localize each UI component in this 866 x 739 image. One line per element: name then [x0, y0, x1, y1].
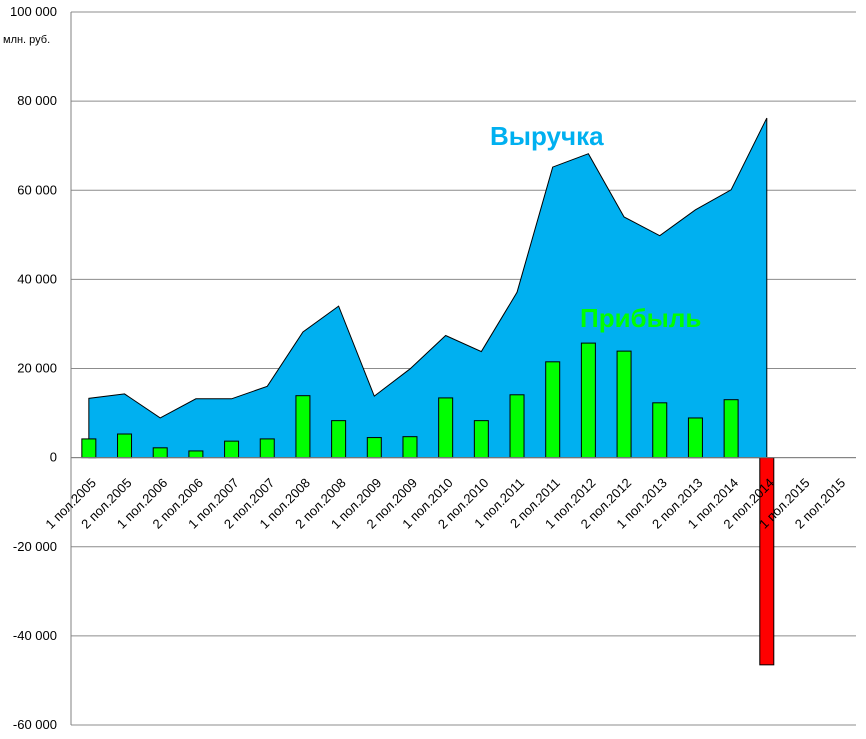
profit-bar	[473, 420, 489, 459]
y-tick-label: -60 000	[13, 717, 57, 732]
profit-bar	[402, 436, 418, 459]
profit-bar	[331, 420, 347, 459]
profit-series-label: Прибыль	[580, 303, 701, 333]
y-tick-label: -40 000	[13, 628, 57, 643]
revenue-area-layer	[88, 117, 768, 459]
profit-bar	[687, 417, 703, 459]
profit-bar	[295, 395, 311, 459]
y-tick-label: 100 000	[10, 4, 57, 19]
profit-bar	[259, 438, 275, 459]
y-tick-label: 80 000	[17, 93, 57, 108]
y-tick-labels: -60 000 -40 000 -20 000 0 20 000 40 000 60 000…	[10, 4, 57, 732]
profit-bar	[652, 402, 668, 459]
profit-bar	[224, 440, 240, 459]
y-tick-label: -20 000	[13, 539, 57, 554]
revenue-area	[88, 117, 768, 459]
profit-bar	[545, 361, 561, 459]
profit-bar	[580, 342, 596, 459]
profit-bar	[117, 433, 133, 459]
profit-bar	[188, 450, 204, 459]
y-tick-label: 20 000	[17, 361, 57, 376]
profit-bar	[438, 397, 454, 459]
unit-label: млн. руб.	[3, 34, 50, 46]
profit-bar	[152, 447, 168, 459]
revenue-series-label: Выручка	[490, 121, 604, 151]
profit-bar	[616, 350, 632, 459]
profit-bar	[723, 399, 739, 459]
y-tick-label: 60 000	[17, 182, 57, 197]
y-tick-label: 40 000	[17, 271, 57, 286]
profit-bar	[509, 394, 525, 459]
profit-bar	[81, 438, 97, 459]
profit-bar	[366, 437, 382, 459]
y-tick-label: 0	[50, 450, 57, 465]
